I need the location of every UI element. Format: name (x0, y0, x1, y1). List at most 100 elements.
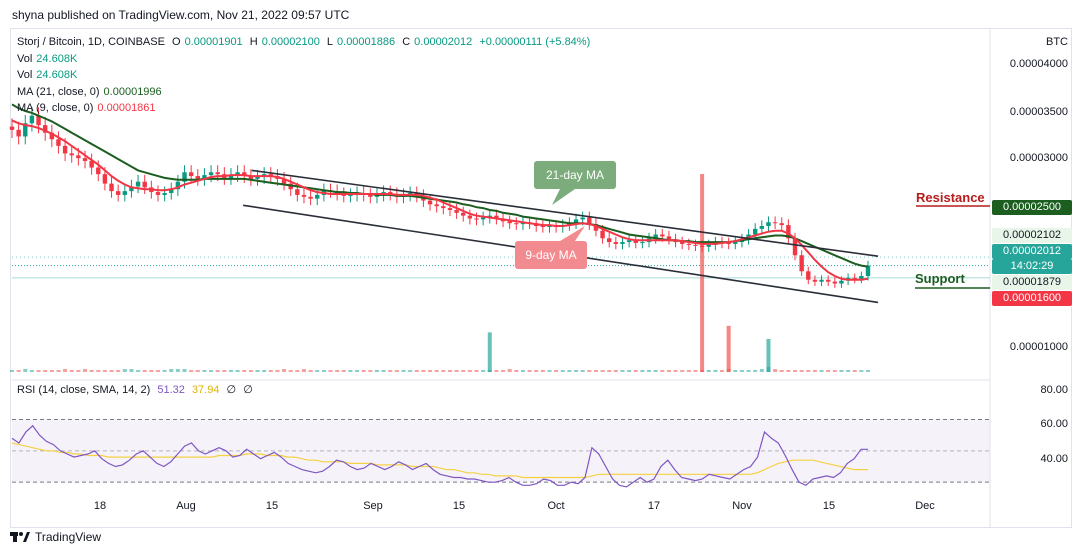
candle-body (852, 277, 857, 279)
candle-body (76, 155, 81, 159)
volume-bar (786, 370, 791, 372)
high-value: 0.00002100 (261, 36, 320, 48)
time-tick: Dec (915, 500, 935, 512)
volume-bar (434, 370, 439, 372)
candle-body (255, 177, 260, 179)
channel-upper-line (251, 169, 879, 257)
time-tick: Sep (363, 500, 383, 512)
candle-body (109, 183, 114, 192)
ma21-callout: 21-day MA (534, 161, 616, 189)
candle-body (188, 172, 194, 177)
ma9-label: MA (9, close, 0) (17, 102, 94, 114)
volume-bar (122, 369, 127, 372)
time-tick: 18 (93, 500, 107, 512)
resistance-label: Resistance (916, 190, 985, 205)
volume-bar (560, 370, 565, 372)
volume-bar (368, 370, 373, 372)
volume-bar (262, 370, 267, 372)
candle-body (427, 200, 433, 205)
candle-body (825, 279, 831, 282)
volume-bar (640, 370, 645, 372)
candle-body (175, 181, 181, 190)
candle-body (447, 208, 453, 210)
tradingview-footer[interactable]: TradingView (10, 530, 101, 544)
vol1-value: 24.608K (36, 53, 78, 65)
candle-body (839, 280, 844, 284)
rsi-tick: 60.00 (1040, 418, 1068, 430)
volume-bar (846, 370, 851, 372)
candle-body (660, 234, 665, 237)
volume-bar (295, 370, 300, 372)
volume-bar (547, 370, 552, 372)
candle-body (295, 189, 300, 195)
volume-bar (149, 370, 154, 372)
volume-bar (620, 370, 625, 372)
candle-body (29, 115, 35, 124)
volume-bar (839, 370, 844, 372)
volume-bar (255, 370, 260, 372)
volume-bar (69, 370, 74, 372)
candle-body (441, 206, 446, 209)
candle-body (228, 175, 234, 178)
candle-body (102, 174, 108, 184)
candle-body (135, 181, 141, 187)
volume-bar (607, 370, 612, 372)
candle-body (16, 129, 21, 137)
candle-body (62, 145, 68, 154)
candle-body (454, 210, 459, 213)
candle-body (281, 178, 287, 184)
volume-bar (693, 370, 698, 372)
candle-body (494, 215, 499, 219)
volume-bar (660, 370, 665, 372)
volume-bar (666, 370, 671, 372)
time-tick: 17 (647, 500, 661, 512)
candle-body (129, 186, 134, 192)
tradingview-logo-icon (10, 532, 30, 542)
publisher-line: shyna published on TradingView.com, Nov … (12, 8, 350, 22)
candle-body (626, 240, 632, 243)
close-price-badge: 0.00002012 (992, 244, 1072, 259)
price-tick: 0.00003000 (1009, 152, 1068, 164)
candle-body (547, 226, 552, 228)
time-tick: 15 (822, 500, 836, 512)
volume-bar (321, 370, 326, 372)
volume-bar (514, 370, 519, 372)
volume-bar (209, 370, 214, 372)
candle-body (235, 172, 240, 176)
volume-bar (328, 370, 333, 372)
candle-body (9, 126, 15, 130)
volume-bar (16, 370, 21, 372)
ma9-callout-pointer (560, 226, 585, 241)
candle-body (215, 172, 220, 175)
volume-bar (43, 370, 48, 372)
candle-body (162, 193, 167, 195)
support-price-badge: 0.00001600 (992, 291, 1072, 306)
ma9-callout: 9-day MA (515, 241, 587, 269)
ma21-label: MA (21, close, 0) (17, 86, 100, 98)
volume-bar (89, 370, 94, 372)
candle-body (142, 181, 147, 188)
ma21-line (11, 103, 869, 268)
candle-body (315, 194, 320, 199)
volume-bar (753, 370, 758, 372)
rsi-line (11, 424, 868, 488)
volume-bar (574, 370, 579, 372)
close-label: C (402, 36, 411, 48)
candle-body (56, 139, 61, 146)
volume-bar (454, 370, 459, 372)
candle-body (792, 238, 798, 256)
volume-bar (799, 370, 804, 372)
rsi-extra-1: ∅ (226, 384, 237, 396)
volume-bar (361, 370, 366, 372)
volume-bar (228, 370, 233, 372)
candle-body (461, 212, 466, 216)
volume-bar (308, 370, 313, 372)
volume-bar (587, 370, 592, 372)
high-label: H (249, 36, 258, 48)
candle-body (580, 217, 585, 220)
candle-body (680, 242, 685, 244)
volume-bar (202, 370, 207, 372)
candle-body (587, 217, 592, 225)
volume-bar (852, 370, 857, 372)
